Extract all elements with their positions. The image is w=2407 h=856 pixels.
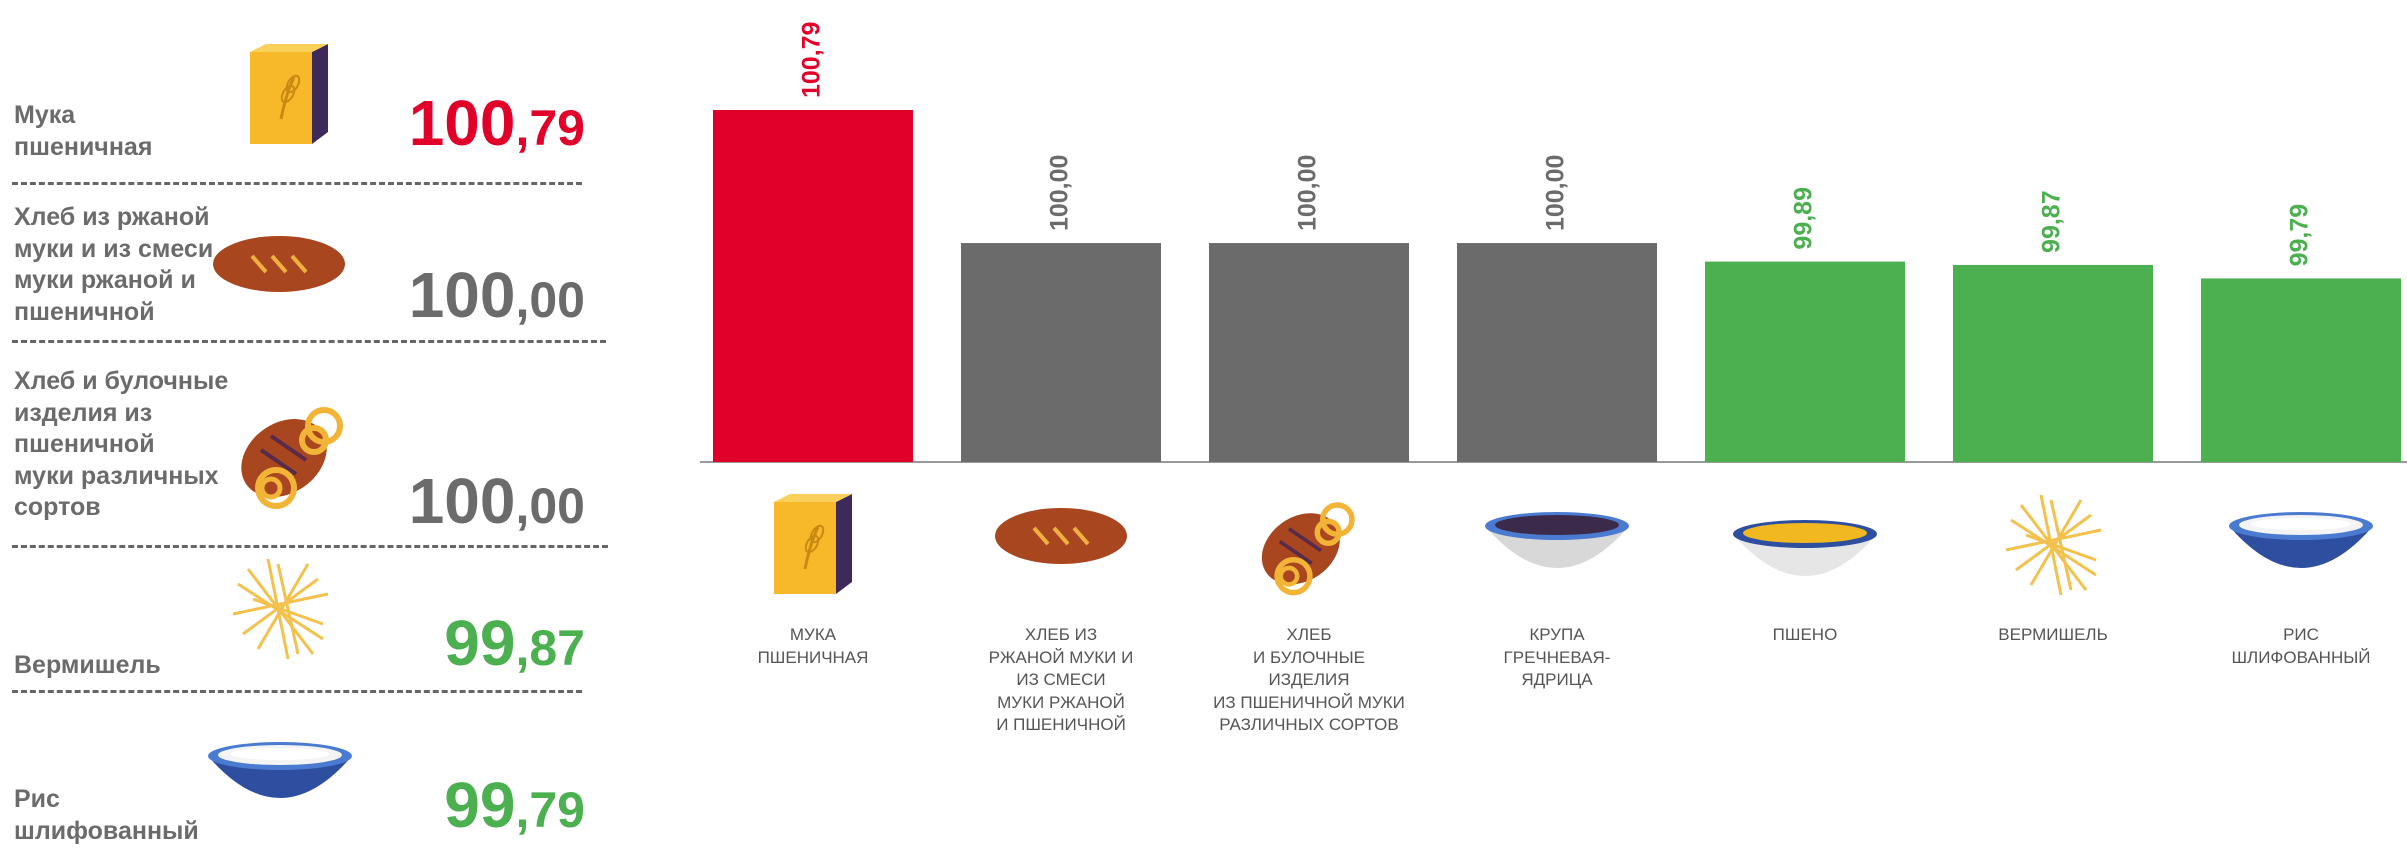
bar — [1457, 243, 1657, 462]
data-label: 100,00 — [1046, 155, 1074, 231]
flour-bag-icon — [250, 44, 328, 149]
bar — [961, 243, 1161, 462]
bar — [1953, 264, 2153, 462]
list-item-vermicelli: Вермишель 99,87 — [0, 550, 610, 690]
divider — [12, 340, 606, 343]
divider — [12, 182, 582, 185]
list-item-value: 100,79 — [408, 87, 585, 159]
category-label: КРУПА ГРЕЧНЕВАЯ- ЯДРИЦА — [1503, 625, 1611, 689]
divider — [12, 690, 582, 693]
list-item-rye-bread: Хлеб из ржаной муки и из смеси муки ржан… — [0, 188, 610, 338]
category-label: ВЕРМИШЕЛЬ — [1998, 625, 2108, 644]
data-label: 100,00 — [1294, 155, 1322, 231]
category-label: ХЛЕБ ИЗ РЖАНОЙ МУКИ И ИЗ СМЕСИ МУКИ РЖАН… — [988, 625, 1134, 734]
data-label: 99,87 — [2038, 190, 2066, 253]
list-item-flour: Мука пшеничная 100,79 — [0, 0, 610, 180]
divider — [12, 545, 608, 548]
rice-bowl-icon — [205, 740, 355, 815]
list-item-value: 100,00 — [408, 259, 585, 331]
data-label: 100,00 — [1542, 155, 1570, 231]
list-item-value: 99,87 — [444, 607, 585, 679]
data-label: 99,89 — [1790, 187, 1818, 250]
list-item-rice: Рис шлифованный 99,79 — [0, 696, 610, 856]
list-item-label: Рис шлифованный — [14, 785, 199, 845]
list-item-label: Вермишель — [14, 651, 161, 679]
rye-bread-icon — [212, 234, 347, 299]
bar — [713, 110, 913, 462]
list-item-label: Хлеб и булочные изделия из пшеничной мук… — [14, 367, 229, 521]
bar-chart: 100,79 100,00 100,00 100,00 99,89 99,87 99,79 … — [700, 0, 2407, 856]
data-label: 99,79 — [2286, 204, 2314, 267]
category-label: МУКА ПШЕНИЧНАЯ — [757, 625, 869, 667]
left-summary-list: Мука пшеничная 100,79 Хлеб из ржаной мук… — [0, 0, 610, 856]
bar — [2201, 278, 2401, 462]
bar — [1209, 243, 1409, 462]
list-item-label: Мука пшеничная — [14, 101, 153, 161]
bread-pretzel-icon — [236, 398, 351, 518]
category-label: ПШЕНО — [1772, 625, 1838, 644]
vermicelli-icon — [228, 554, 333, 669]
category-label: ХЛЕБ И БУЛОЧНЫЕ ИЗДЕЛИЯ ИЗ ПШЕНИЧНОЙ МУК… — [1213, 625, 1405, 734]
data-label: 100,79 — [798, 22, 826, 98]
list-item-value: 100,00 — [408, 465, 585, 537]
bar-chart-canvas: 100,79 100,00 100,00 100,00 99,89 99,87 99,79 — [700, 22, 2407, 463]
bar — [1705, 261, 1905, 462]
category-label: РИС ШЛИФОВАННЫЙ — [2231, 625, 2371, 667]
list-item-value: 99,79 — [444, 769, 585, 841]
list-item-label: Хлеб из ржаной муки и из смеси муки ржан… — [14, 203, 214, 326]
list-item-wheat-bread: Хлеб и булочные изделия из пшеничной мук… — [0, 344, 610, 544]
